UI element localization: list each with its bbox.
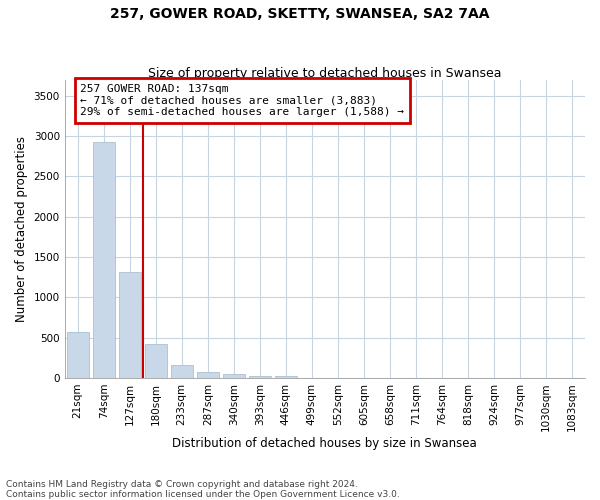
Bar [197,372,219,378]
Bar [170,365,193,378]
Text: 257 GOWER ROAD: 137sqm
← 71% of detached houses are smaller (3,883)
29% of semi-: 257 GOWER ROAD: 137sqm ← 71% of detached… [80,84,404,117]
Text: 257, GOWER ROAD, SKETTY, SWANSEA, SA2 7AA: 257, GOWER ROAD, SKETTY, SWANSEA, SA2 7A… [110,8,490,22]
X-axis label: Distribution of detached houses by size in Swansea: Distribution of detached houses by size … [172,437,477,450]
Text: Contains HM Land Registry data © Crown copyright and database right 2024.
Contai: Contains HM Land Registry data © Crown c… [6,480,400,499]
Bar [275,376,297,378]
Bar [145,344,167,378]
Bar [92,142,115,378]
Bar [67,332,89,378]
Bar [249,376,271,378]
Bar [223,374,245,378]
Y-axis label: Number of detached properties: Number of detached properties [15,136,28,322]
Title: Size of property relative to detached houses in Swansea: Size of property relative to detached ho… [148,66,502,80]
Bar [119,272,141,378]
